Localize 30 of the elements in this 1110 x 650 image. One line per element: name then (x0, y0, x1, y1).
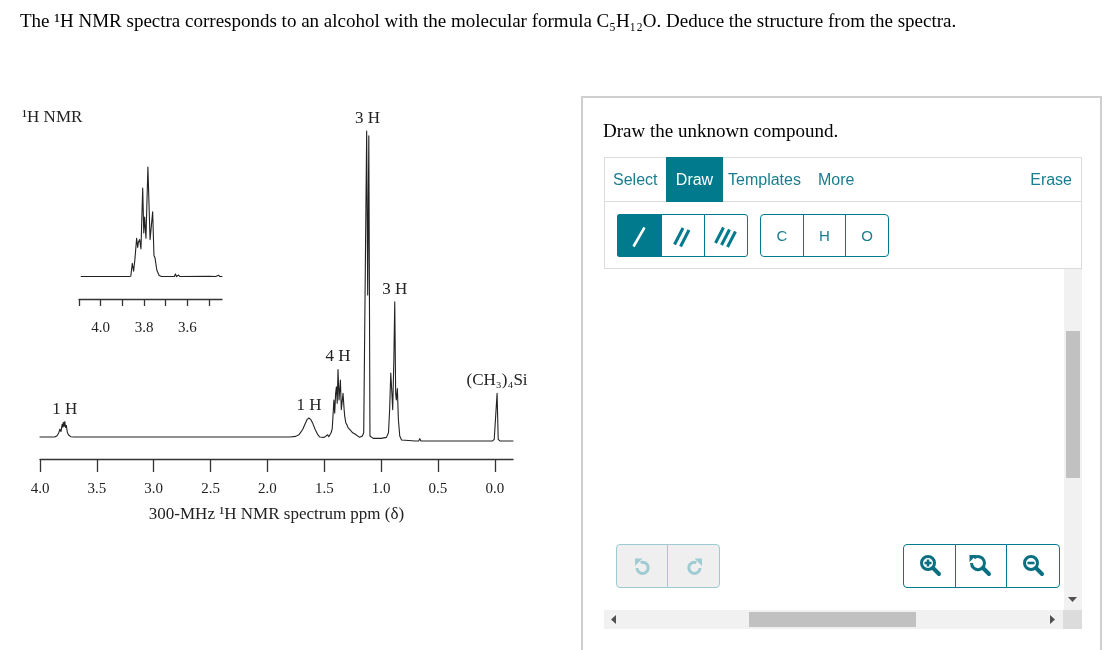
annotation: 4 H (325, 346, 351, 366)
text: Select (613, 171, 658, 188)
text: Draw (666, 157, 723, 202)
x-tick-label: 4.0 (30, 479, 50, 496)
text: Draw the unknown compound. (603, 120, 839, 141)
x-tick-label: 2.0 (258, 479, 277, 496)
x-tick-label: 4.0 (91, 318, 111, 335)
annotation: 1 H (296, 395, 322, 414)
annotation: 3 H (354, 108, 380, 127)
annotation: (CH₃)₄Si (466, 370, 528, 390)
chart-title: ¹H NMR (22, 107, 84, 126)
text: H (803, 214, 846, 257)
text: More (818, 171, 855, 188)
x-tick-label: 3.6 (177, 318, 198, 335)
x-axis-title: 300-MHz ¹H NMR spectrum ppm (δ) (148, 504, 405, 523)
x-tick-label: 0.5 (428, 479, 448, 496)
x-tick-label: 1.5 (314, 479, 334, 496)
x-tick-label: 3.0 (144, 479, 164, 496)
x-tick-label: 2.5 (201, 479, 220, 496)
text: O (845, 214, 889, 257)
annotation: 3 H (382, 278, 408, 298)
x-tick-label: 0.0 (485, 479, 505, 496)
x-tick-label: 3.5 (87, 479, 107, 496)
x-tick-label: 3.8 (134, 318, 154, 335)
annotation: 1 H (52, 398, 78, 418)
x-tick-label: 1.0 (371, 479, 391, 496)
text: Erase (1029, 171, 1072, 188)
text: The ¹H NMR spectra corresponds to an alcohol with the molecular formula C₅H₁₂O. Deduce the structure from the spectra. (20, 10, 957, 31)
text: Templates (728, 171, 801, 188)
text: C (760, 214, 804, 257)
